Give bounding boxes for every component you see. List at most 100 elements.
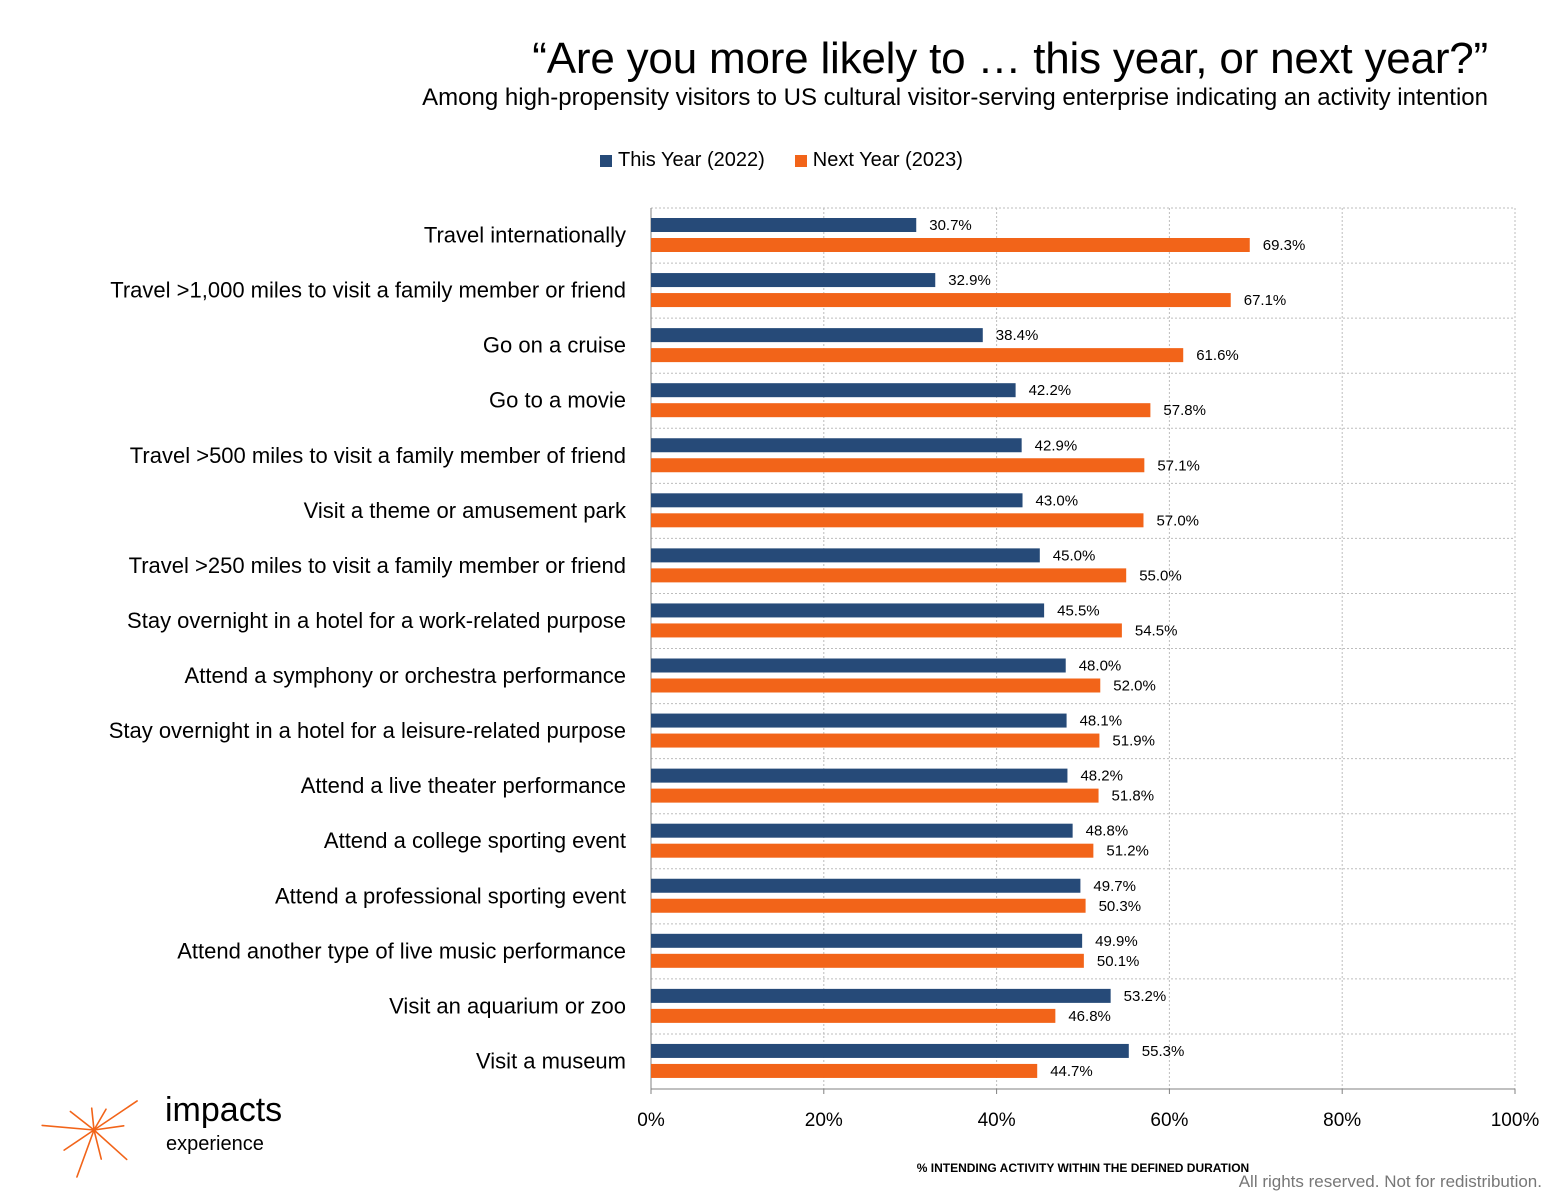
category-label: Travel >250 miles to visit a family memb… [129, 553, 626, 578]
x-tick-label: 100% [1491, 1110, 1540, 1131]
legend-item-next-year: Next Year (2023) [794, 149, 963, 172]
bar-next-year [651, 843, 1094, 858]
bar-this-year [651, 493, 1023, 508]
category-label: Visit a theme or amusement park [304, 498, 627, 523]
bar-next-year [651, 458, 1145, 473]
category-label: Visit a museum [476, 1048, 626, 1073]
data-label: 69.3% [1263, 237, 1306, 254]
data-label: 53.2% [1124, 988, 1167, 1005]
logo-ray [90, 1107, 95, 1131]
bar-next-year [651, 1063, 1038, 1078]
data-label: 50.3% [1099, 898, 1142, 915]
category-label: Attend a live theater performance [301, 773, 626, 798]
data-label: 48.0% [1079, 658, 1122, 675]
bar-next-year [651, 1008, 1056, 1023]
bar-next-year [651, 953, 1084, 968]
logo-ray [69, 1110, 95, 1131]
logo-ray [93, 1100, 138, 1131]
data-label: 45.0% [1053, 547, 1096, 564]
legend-swatch-this-year [600, 154, 612, 167]
chart-subtitle: Among high-propensity visitors to US cul… [422, 84, 1488, 111]
category-label: Visit an aquarium or zoo [389, 993, 626, 1018]
bar-this-year [651, 878, 1081, 893]
category-label: Stay overnight in a hotel for a leisure-… [109, 718, 626, 743]
logo-ray [76, 1129, 95, 1178]
bar-this-year [651, 218, 917, 232]
x-tick-label: 20% [805, 1110, 843, 1131]
logo-ray [93, 1129, 128, 1161]
x-tick-label: 80% [1323, 1110, 1361, 1131]
bar-next-year [651, 898, 1086, 913]
bar-this-year [651, 768, 1068, 783]
bar-this-year [651, 273, 936, 288]
data-label: 50.1% [1097, 953, 1140, 970]
data-label: 48.2% [1080, 768, 1123, 785]
bar-next-year [651, 293, 1231, 308]
bar-next-year [651, 733, 1100, 748]
legend-item-this-year: This Year (2022) [600, 149, 765, 172]
data-label: 48.1% [1080, 713, 1123, 730]
bar-this-year [651, 823, 1073, 838]
bar-this-year [651, 383, 1016, 398]
legend-label-next-year: Next Year (2023) [812, 149, 963, 171]
category-label: Go on a cruise [483, 333, 626, 358]
data-label: 42.9% [1035, 437, 1078, 454]
data-label: 46.8% [1068, 1008, 1111, 1025]
data-label: 52.0% [1113, 678, 1156, 695]
data-label: 49.7% [1093, 878, 1136, 895]
bar-this-year [651, 328, 983, 343]
logo-ray [41, 1124, 95, 1131]
data-label: 51.8% [1112, 788, 1155, 805]
data-label: 48.8% [1086, 823, 1129, 840]
data-label: 44.7% [1050, 1063, 1093, 1080]
bar-next-year [651, 238, 1250, 252]
category-label: Attend another type of live music perfor… [177, 938, 626, 963]
logo-ray [93, 1129, 103, 1160]
category-label: Attend a symphony or orchestra performan… [185, 663, 626, 688]
chart-title: “Are you more likely to … this year, or … [532, 34, 1488, 83]
x-tick-label: 60% [1150, 1110, 1188, 1131]
x-tick-label: 40% [978, 1110, 1016, 1131]
data-label: 49.9% [1095, 933, 1138, 950]
data-label: 55.3% [1142, 1043, 1185, 1060]
category-label: Travel >1,000 miles to visit a family me… [110, 278, 626, 303]
data-label: 57.8% [1163, 402, 1206, 419]
x-tick-label: 0% [637, 1110, 665, 1131]
bar-this-year [651, 933, 1083, 948]
bar-next-year [651, 788, 1099, 803]
data-label: 38.4% [996, 327, 1039, 344]
category-label: Attend a professional sporting event [275, 883, 626, 908]
data-label: 54.5% [1135, 622, 1178, 639]
data-label: 43.0% [1036, 492, 1079, 509]
bar-this-year [651, 658, 1066, 673]
legend-swatch-next-year [794, 154, 807, 167]
data-label: 45.5% [1057, 602, 1100, 619]
x-axis-title: % INTENDING ACTIVITY WITHIN THE DEFINED … [917, 1161, 1249, 1175]
logo-ray [63, 1129, 95, 1151]
copyright-footer: All rights reserved. Not for redistribut… [1238, 1172, 1542, 1191]
data-label: 42.2% [1029, 382, 1072, 399]
bar-next-year [651, 403, 1151, 418]
data-label: 61.6% [1196, 347, 1239, 364]
bar-this-year [651, 988, 1111, 1003]
bar-this-year [651, 603, 1045, 618]
category-label: Stay overnight in a hotel for a work-rel… [127, 608, 626, 633]
category-label: Travel internationally [424, 223, 626, 248]
data-label: 32.9% [948, 272, 991, 289]
starburst-logo-icon [41, 1100, 138, 1178]
bar-this-year [651, 713, 1067, 728]
data-label: 51.2% [1106, 843, 1149, 860]
category-label: Travel >500 miles to visit a family memb… [130, 443, 626, 468]
data-label: 51.9% [1112, 733, 1155, 750]
bar-next-year [651, 513, 1144, 528]
data-label: 67.1% [1244, 292, 1287, 309]
data-label: 30.7% [929, 217, 972, 234]
bar-next-year [651, 568, 1127, 583]
bar-this-year [651, 548, 1040, 563]
category-label: Attend a college sporting event [324, 828, 626, 853]
brand-subtitle: experience [166, 1133, 264, 1155]
bar-this-year [651, 438, 1022, 453]
bar-next-year [651, 623, 1122, 638]
bar-this-year [651, 1043, 1129, 1058]
